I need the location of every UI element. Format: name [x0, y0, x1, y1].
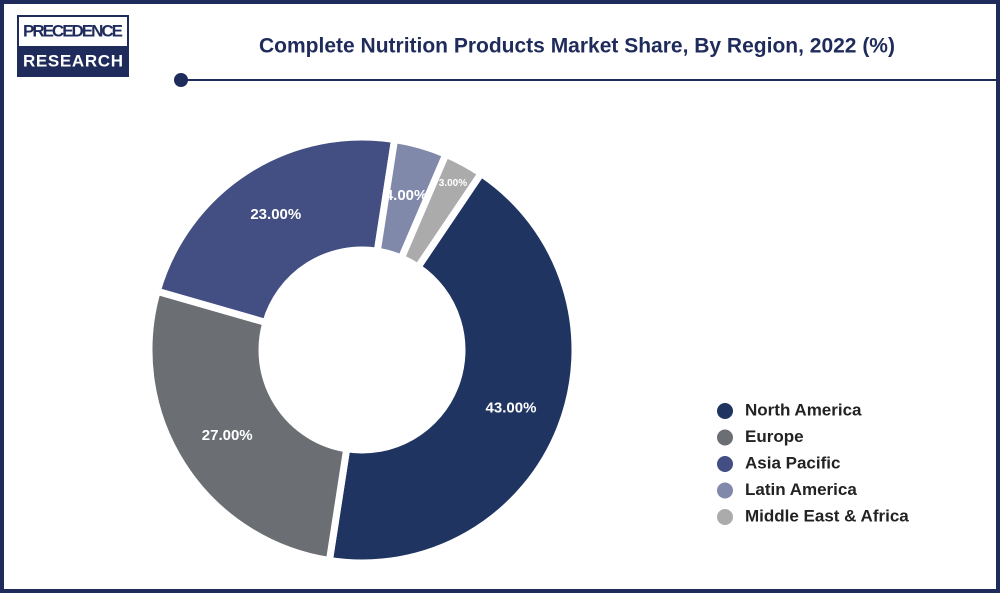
slice [396, 149, 486, 272]
legend-label: Middle East & Africa [745, 506, 909, 525]
legend-swatch [717, 509, 733, 525]
logo-bottom: RESEARCH [23, 51, 123, 70]
legend-label: Europe [745, 427, 804, 446]
slice [325, 168, 579, 567]
slice-label: 3.00% [439, 178, 467, 189]
legend-swatch [717, 403, 733, 419]
legend-label: Asia Pacific [745, 453, 840, 472]
slice-label: 43.00% [486, 399, 537, 416]
slice-label: 23.00% [250, 206, 301, 223]
legend-label: Latin America [745, 480, 857, 499]
logo-band [18, 46, 128, 76]
slice-label: 4.00% [385, 187, 428, 204]
legend-swatch [717, 456, 733, 472]
legend-label: North America [745, 400, 862, 419]
slice [152, 133, 399, 327]
legend-swatch [717, 429, 733, 446]
slice [145, 286, 351, 565]
slice-label: 27.00% [202, 427, 253, 444]
legend-swatch [717, 482, 733, 499]
logo-top: PRECEDENCE [23, 21, 123, 40]
title-dot [174, 73, 188, 87]
chart-title: Complete Nutrition Products Market Share… [259, 35, 895, 58]
